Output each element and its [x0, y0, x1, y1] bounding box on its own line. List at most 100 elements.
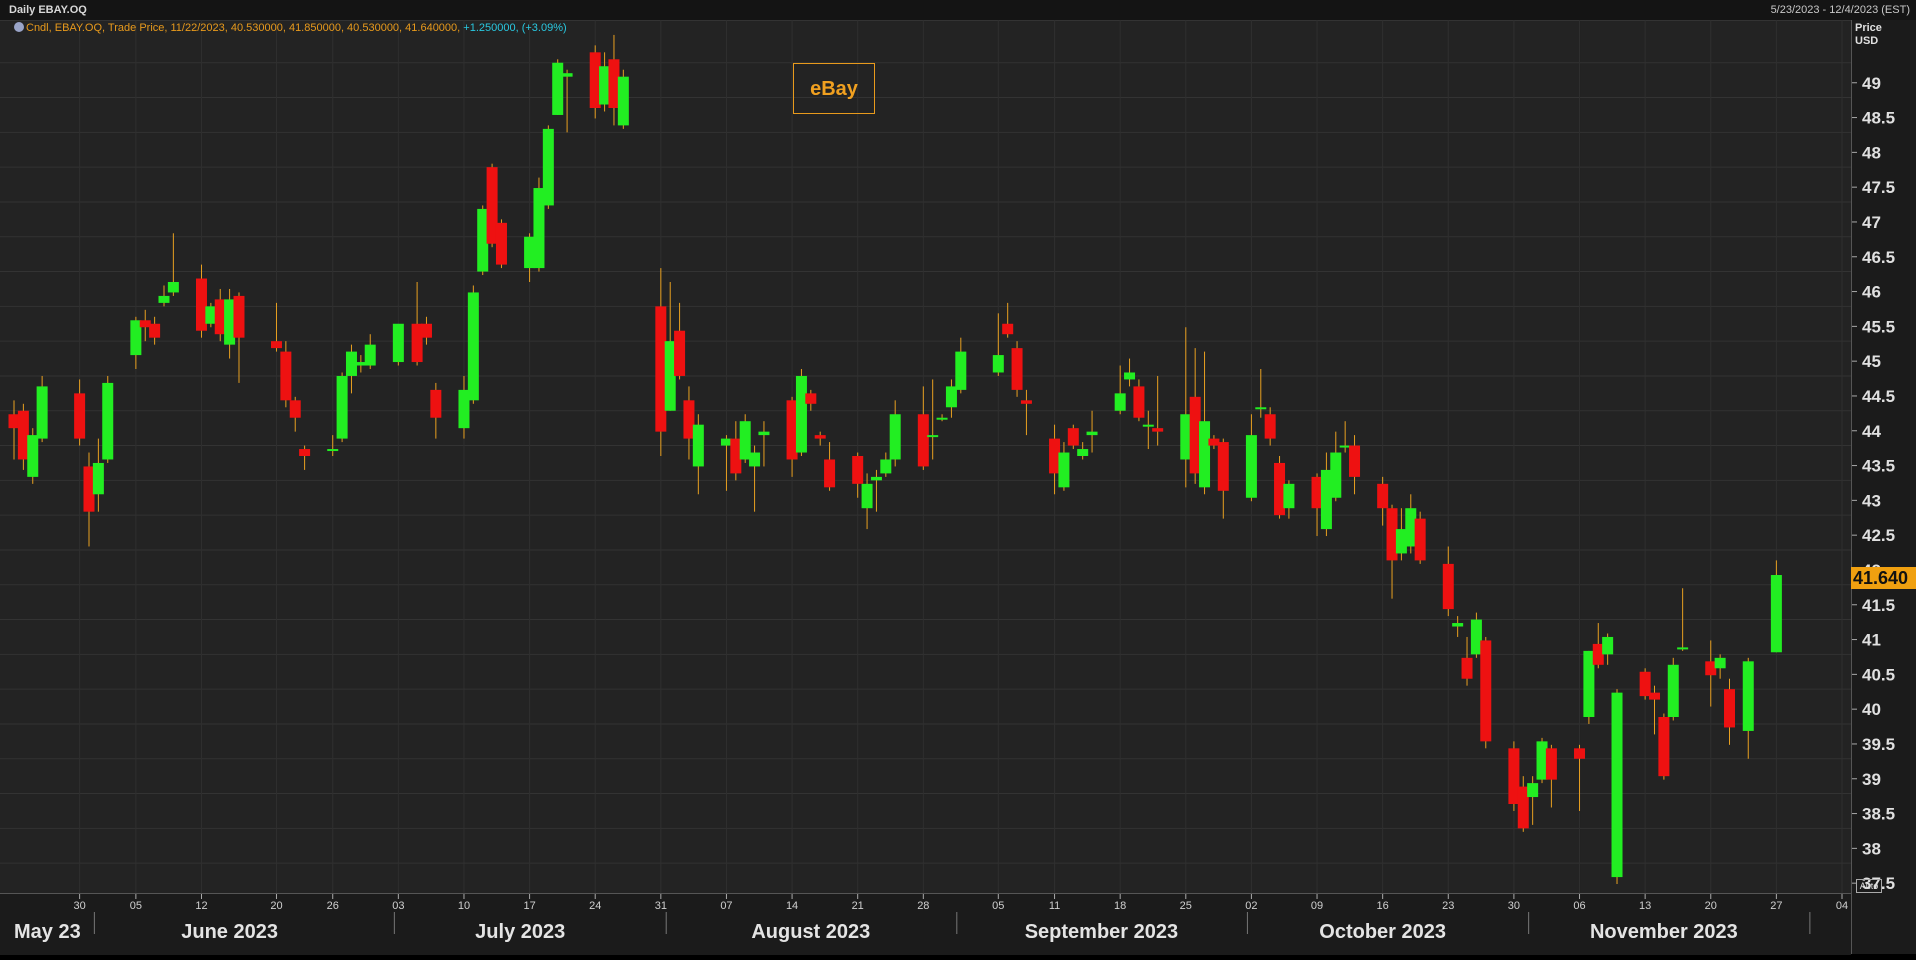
candle[interactable]	[233, 292, 245, 383]
candle[interactable]	[1180, 327, 1192, 488]
candle[interactable]	[683, 386, 695, 460]
candle[interactable]	[1049, 424, 1061, 495]
series-settings-icon[interactable]	[14, 22, 24, 32]
candle[interactable]	[1508, 741, 1520, 811]
candle[interactable]	[533, 177, 545, 272]
candle[interactable]	[139, 309, 151, 342]
candle[interactable]	[345, 344, 357, 394]
candle[interactable]	[195, 264, 207, 338]
candle[interactable]	[524, 233, 536, 282]
candle[interactable]	[955, 337, 967, 394]
candle[interactable]	[1658, 713, 1670, 780]
candle[interactable]	[327, 435, 339, 456]
y-axis[interactable]: 37.53838.53939.54040.54141.54242.54343.5…	[1851, 20, 1916, 954]
candle[interactable]	[1667, 657, 1679, 721]
candle[interactable]	[1086, 410, 1098, 453]
candle[interactable]	[8, 400, 20, 460]
candle[interactable]	[467, 285, 479, 404]
candle[interactable]	[411, 282, 423, 366]
candle[interactable]	[420, 316, 432, 345]
candle[interactable]	[224, 288, 236, 359]
candle[interactable]	[805, 389, 817, 411]
candle[interactable]	[1020, 389, 1032, 436]
candle[interactable]	[1536, 737, 1548, 784]
candle[interactable]	[27, 428, 39, 484]
candle[interactable]	[36, 375, 48, 443]
candle[interactable]	[917, 386, 929, 470]
candle[interactable]	[74, 379, 86, 446]
candle[interactable]	[1639, 668, 1651, 700]
candle[interactable]	[1517, 776, 1529, 832]
candle[interactable]	[1602, 633, 1614, 665]
candle[interactable]	[1592, 623, 1604, 669]
candle[interactable]	[945, 379, 957, 418]
chart-legend[interactable]: Cndl, EBAY.OQ, Trade Price, 11/22/2023, …	[14, 22, 567, 34]
candle[interactable]	[1527, 776, 1539, 825]
candle[interactable]	[299, 445, 311, 470]
candle[interactable]	[880, 452, 892, 477]
candle[interactable]	[158, 285, 170, 307]
candle[interactable]	[852, 452, 864, 498]
candle[interactable]	[599, 52, 611, 112]
candle[interactable]	[1077, 442, 1089, 460]
candle[interactable]	[17, 403, 29, 470]
candle[interactable]	[1770, 560, 1782, 653]
candle[interactable]	[720, 435, 732, 491]
candle[interactable]	[1124, 358, 1136, 387]
candle[interactable]	[1349, 435, 1361, 495]
candle[interactable]	[1067, 424, 1079, 450]
candle[interactable]	[149, 316, 161, 345]
candle[interactable]	[1377, 476, 1389, 526]
candle[interactable]	[561, 69, 573, 133]
candle[interactable]	[1114, 365, 1126, 415]
candle[interactable]	[861, 473, 873, 530]
candle[interactable]	[1724, 678, 1736, 745]
candle[interactable]	[477, 205, 489, 276]
candle[interactable]	[205, 302, 217, 328]
candle[interactable]	[1142, 410, 1154, 450]
candle[interactable]	[214, 288, 226, 342]
candle[interactable]	[1217, 438, 1229, 519]
candle[interactable]	[730, 421, 742, 481]
candle[interactable]	[92, 438, 104, 512]
candle[interactable]	[336, 372, 348, 443]
candle[interactable]	[692, 414, 704, 495]
candle[interactable]	[1395, 508, 1407, 561]
candle[interactable]	[1339, 421, 1351, 453]
candle[interactable]	[1330, 431, 1342, 502]
candle[interactable]	[992, 313, 1004, 376]
candle[interactable]	[1002, 302, 1014, 338]
candle[interactable]	[130, 316, 142, 369]
candle[interactable]	[936, 414, 948, 422]
candle[interactable]	[1545, 744, 1557, 808]
candle[interactable]	[824, 442, 836, 491]
candle[interactable]	[1583, 650, 1595, 724]
candle[interactable]	[1058, 442, 1070, 491]
candle[interactable]	[1574, 744, 1586, 811]
candle[interactable]	[1405, 494, 1417, 554]
candle[interactable]	[1649, 685, 1661, 735]
candle[interactable]	[102, 375, 114, 463]
candle[interactable]	[1011, 341, 1023, 397]
candle[interactable]	[664, 282, 676, 411]
candle[interactable]	[1274, 456, 1286, 519]
candle[interactable]	[83, 452, 95, 547]
candle[interactable]	[927, 379, 939, 460]
candle[interactable]	[392, 323, 404, 366]
candle[interactable]	[617, 69, 629, 129]
candle[interactable]	[795, 369, 807, 456]
candle[interactable]	[1442, 546, 1454, 617]
candle[interactable]	[355, 355, 367, 373]
date-range-label[interactable]: 5/23/2023 - 12/4/2023 (EST)	[1770, 4, 1910, 16]
candle[interactable]	[552, 59, 564, 115]
candle[interactable]	[1480, 636, 1492, 749]
candle[interactable]	[589, 45, 601, 119]
candle[interactable]	[758, 421, 770, 467]
candle[interactable]	[1245, 414, 1257, 502]
candle[interactable]	[1452, 616, 1464, 637]
candle[interactable]	[1611, 689, 1623, 885]
candle[interactable]	[167, 233, 179, 296]
candle[interactable]	[1470, 612, 1482, 658]
candle[interactable]	[542, 125, 554, 209]
candle[interactable]	[458, 375, 470, 439]
